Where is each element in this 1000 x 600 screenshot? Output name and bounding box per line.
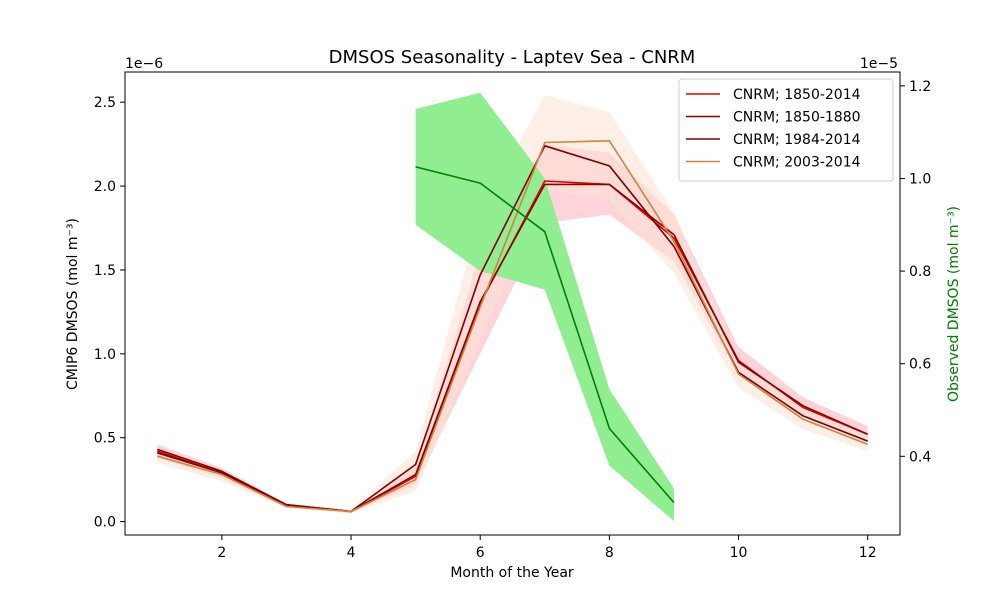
- left-axis-offset: 1e−6: [125, 56, 163, 72]
- observed-band: [415, 92, 674, 522]
- series-line-3: [157, 140, 868, 513]
- y-axis-right-label: Observed DMSOS (mol m⁻³): [946, 206, 962, 402]
- y-right-tick-label: 0.6: [909, 357, 931, 373]
- legend-label-2: CNRM; 1984-2014: [733, 132, 861, 148]
- y-left-tick-label: 1.0: [94, 347, 116, 363]
- x-tick-label: 8: [605, 545, 614, 561]
- series-lines: [157, 140, 869, 513]
- x-tick-label: 6: [476, 545, 485, 561]
- right-axis-offset: 1e−5: [860, 56, 898, 72]
- y-left-tick-label: 0.5: [94, 431, 116, 447]
- y-left-tick-label: 2.0: [94, 179, 116, 195]
- y-left-tick-label: 0.0: [94, 515, 116, 531]
- x-axis-label: Month of the Year: [450, 565, 574, 581]
- series-line-2: [157, 145, 868, 513]
- legend-label-1: CNRM; 1850-1880: [733, 110, 861, 126]
- y-right-tick-label: 1.0: [909, 171, 931, 187]
- chart-title: DMSOS Seasonality - Laptev Sea - CNRM: [329, 47, 696, 68]
- y-right-tick-label: 1.2: [909, 79, 931, 95]
- y-left-tick-label: 2.5: [94, 95, 116, 111]
- x-tick-label: 2: [217, 545, 226, 561]
- x-tick-label: 12: [859, 545, 877, 561]
- y-right-tick-label: 0.4: [909, 449, 931, 465]
- y-axis-left: 0.0 0.5 1.0 1.5 2.0 2.5: [94, 95, 125, 531]
- y-axis-left-label: CMIP6 DMSOS (mol m⁻³): [65, 218, 81, 390]
- x-tick-label: 4: [347, 545, 356, 561]
- plot-frame: [124, 71, 901, 536]
- y-right-tick-label: 0.8: [909, 264, 931, 280]
- y-axis-right: 0.4 0.6 0.8 1.0 1.2: [900, 79, 931, 465]
- x-axis: 2 4 6 8 10 12: [217, 535, 877, 561]
- legend-label-3: CNRM; 2003-2014: [733, 155, 861, 171]
- legend: CNRM; 1850-2014 CNRM; 1850-1880 CNRM; 1984…: [678, 78, 894, 182]
- legend-label-0: CNRM; 1850-2014: [733, 87, 861, 103]
- y-left-tick-label: 1.5: [94, 263, 116, 279]
- legend-box: [678, 78, 894, 182]
- observed-line: [415, 166, 675, 504]
- x-tick-label: 10: [730, 545, 748, 561]
